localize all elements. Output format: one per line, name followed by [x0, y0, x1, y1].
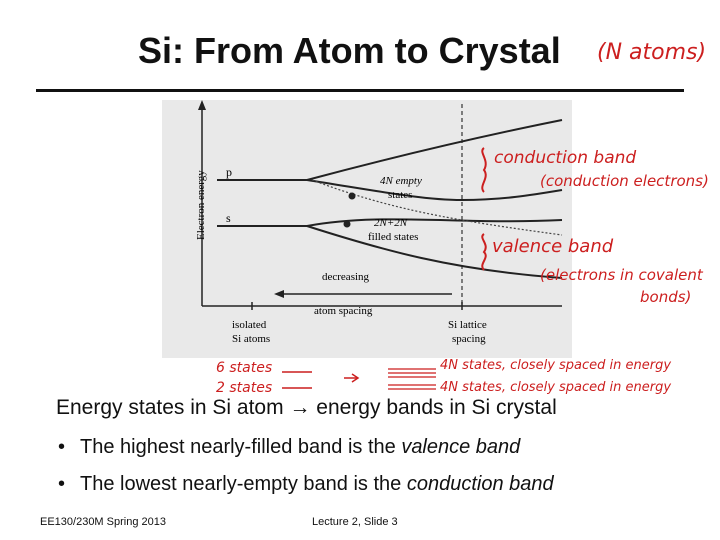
- slide-title: Si: From Atom to Crystal: [138, 30, 561, 71]
- s-label: s: [226, 211, 231, 225]
- title-rule: [36, 89, 684, 92]
- handwritten-conduction-electrons: (conduction electrons): [540, 172, 709, 190]
- y-axis-arrow: [198, 100, 206, 110]
- conduction-brace-icon: [481, 147, 487, 193]
- decreasing-line1: decreasing: [322, 271, 370, 283]
- valence-band-top: [306, 218, 563, 227]
- handwritten-electrons-covalent: (electrons in covalent: [540, 266, 703, 284]
- decreasing-line2: atom spacing: [314, 305, 373, 317]
- handwritten-conduction-band: conduction band: [494, 148, 637, 168]
- bullet-conduction: • The lowest nearly-empty band is the con…: [58, 473, 554, 496]
- handwritten-six-states: 6 states: [216, 360, 273, 376]
- filled-states-line1: 2N+2N: [374, 217, 408, 229]
- electron-dot-upper: [348, 192, 356, 200]
- empty-states-line2: states: [388, 189, 412, 201]
- lattice-line1: Si lattice: [448, 319, 487, 331]
- footer-course: EE130/230M Spring 2013: [40, 516, 166, 528]
- electron-dot-lower: [343, 220, 351, 228]
- handwritten-arrows-icon: [282, 368, 436, 390]
- bullet-valence-emph: valence band: [401, 436, 521, 458]
- isolated-line1: isolated: [232, 319, 267, 331]
- bullet-dot-icon: •: [58, 473, 66, 495]
- bullet-conduction-text: The lowest nearly-empty band is the: [80, 473, 407, 495]
- isolated-line2: Si atoms: [232, 333, 270, 345]
- handwritten-valence-band: valence band: [492, 236, 614, 257]
- bullet-valence-text: The highest nearly-filled band is the: [80, 436, 402, 458]
- handwritten-n-atoms: (N atoms): [597, 40, 707, 65]
- lattice-line2: spacing: [452, 333, 486, 345]
- crossing-band: [311, 179, 563, 236]
- band-diagram-svg: Electron energy p s 4N empty states 2N+2…: [195, 100, 563, 345]
- decreasing-arrow-head: [274, 290, 284, 298]
- conduction-band-bottom: [306, 179, 563, 202]
- handwritten-4n-states-2: 4N states, closely spaced in energy: [440, 380, 672, 395]
- bullet-valence: • The highest nearly-filled band is the v…: [58, 436, 520, 459]
- valence-band-bottom: [306, 225, 563, 279]
- energy-band-figure: Electron energy p s 4N empty states 2N+2…: [162, 100, 572, 358]
- handwritten-4n-states-1: 4N states, closely spaced in energy: [440, 358, 672, 373]
- conduction-band-top: [306, 119, 563, 181]
- p-label: p: [226, 165, 232, 179]
- bullet-dot-icon: •: [58, 436, 66, 458]
- footer-lecture: Lecture 2, Slide 3: [312, 516, 398, 528]
- y-axis-label: Electron energy: [195, 170, 207, 240]
- handwritten-bonds: bonds): [640, 288, 692, 306]
- bullet-conduction-emph: conduction band: [406, 473, 554, 495]
- valence-brace-icon: [481, 233, 487, 271]
- empty-states-line1: 4N empty: [380, 175, 422, 187]
- filled-states-line2: filled states: [368, 231, 418, 243]
- energy-states-subheading: Energy states in Si atom → energy bands …: [56, 396, 557, 419]
- handwritten-two-states: 2 states: [216, 380, 273, 396]
